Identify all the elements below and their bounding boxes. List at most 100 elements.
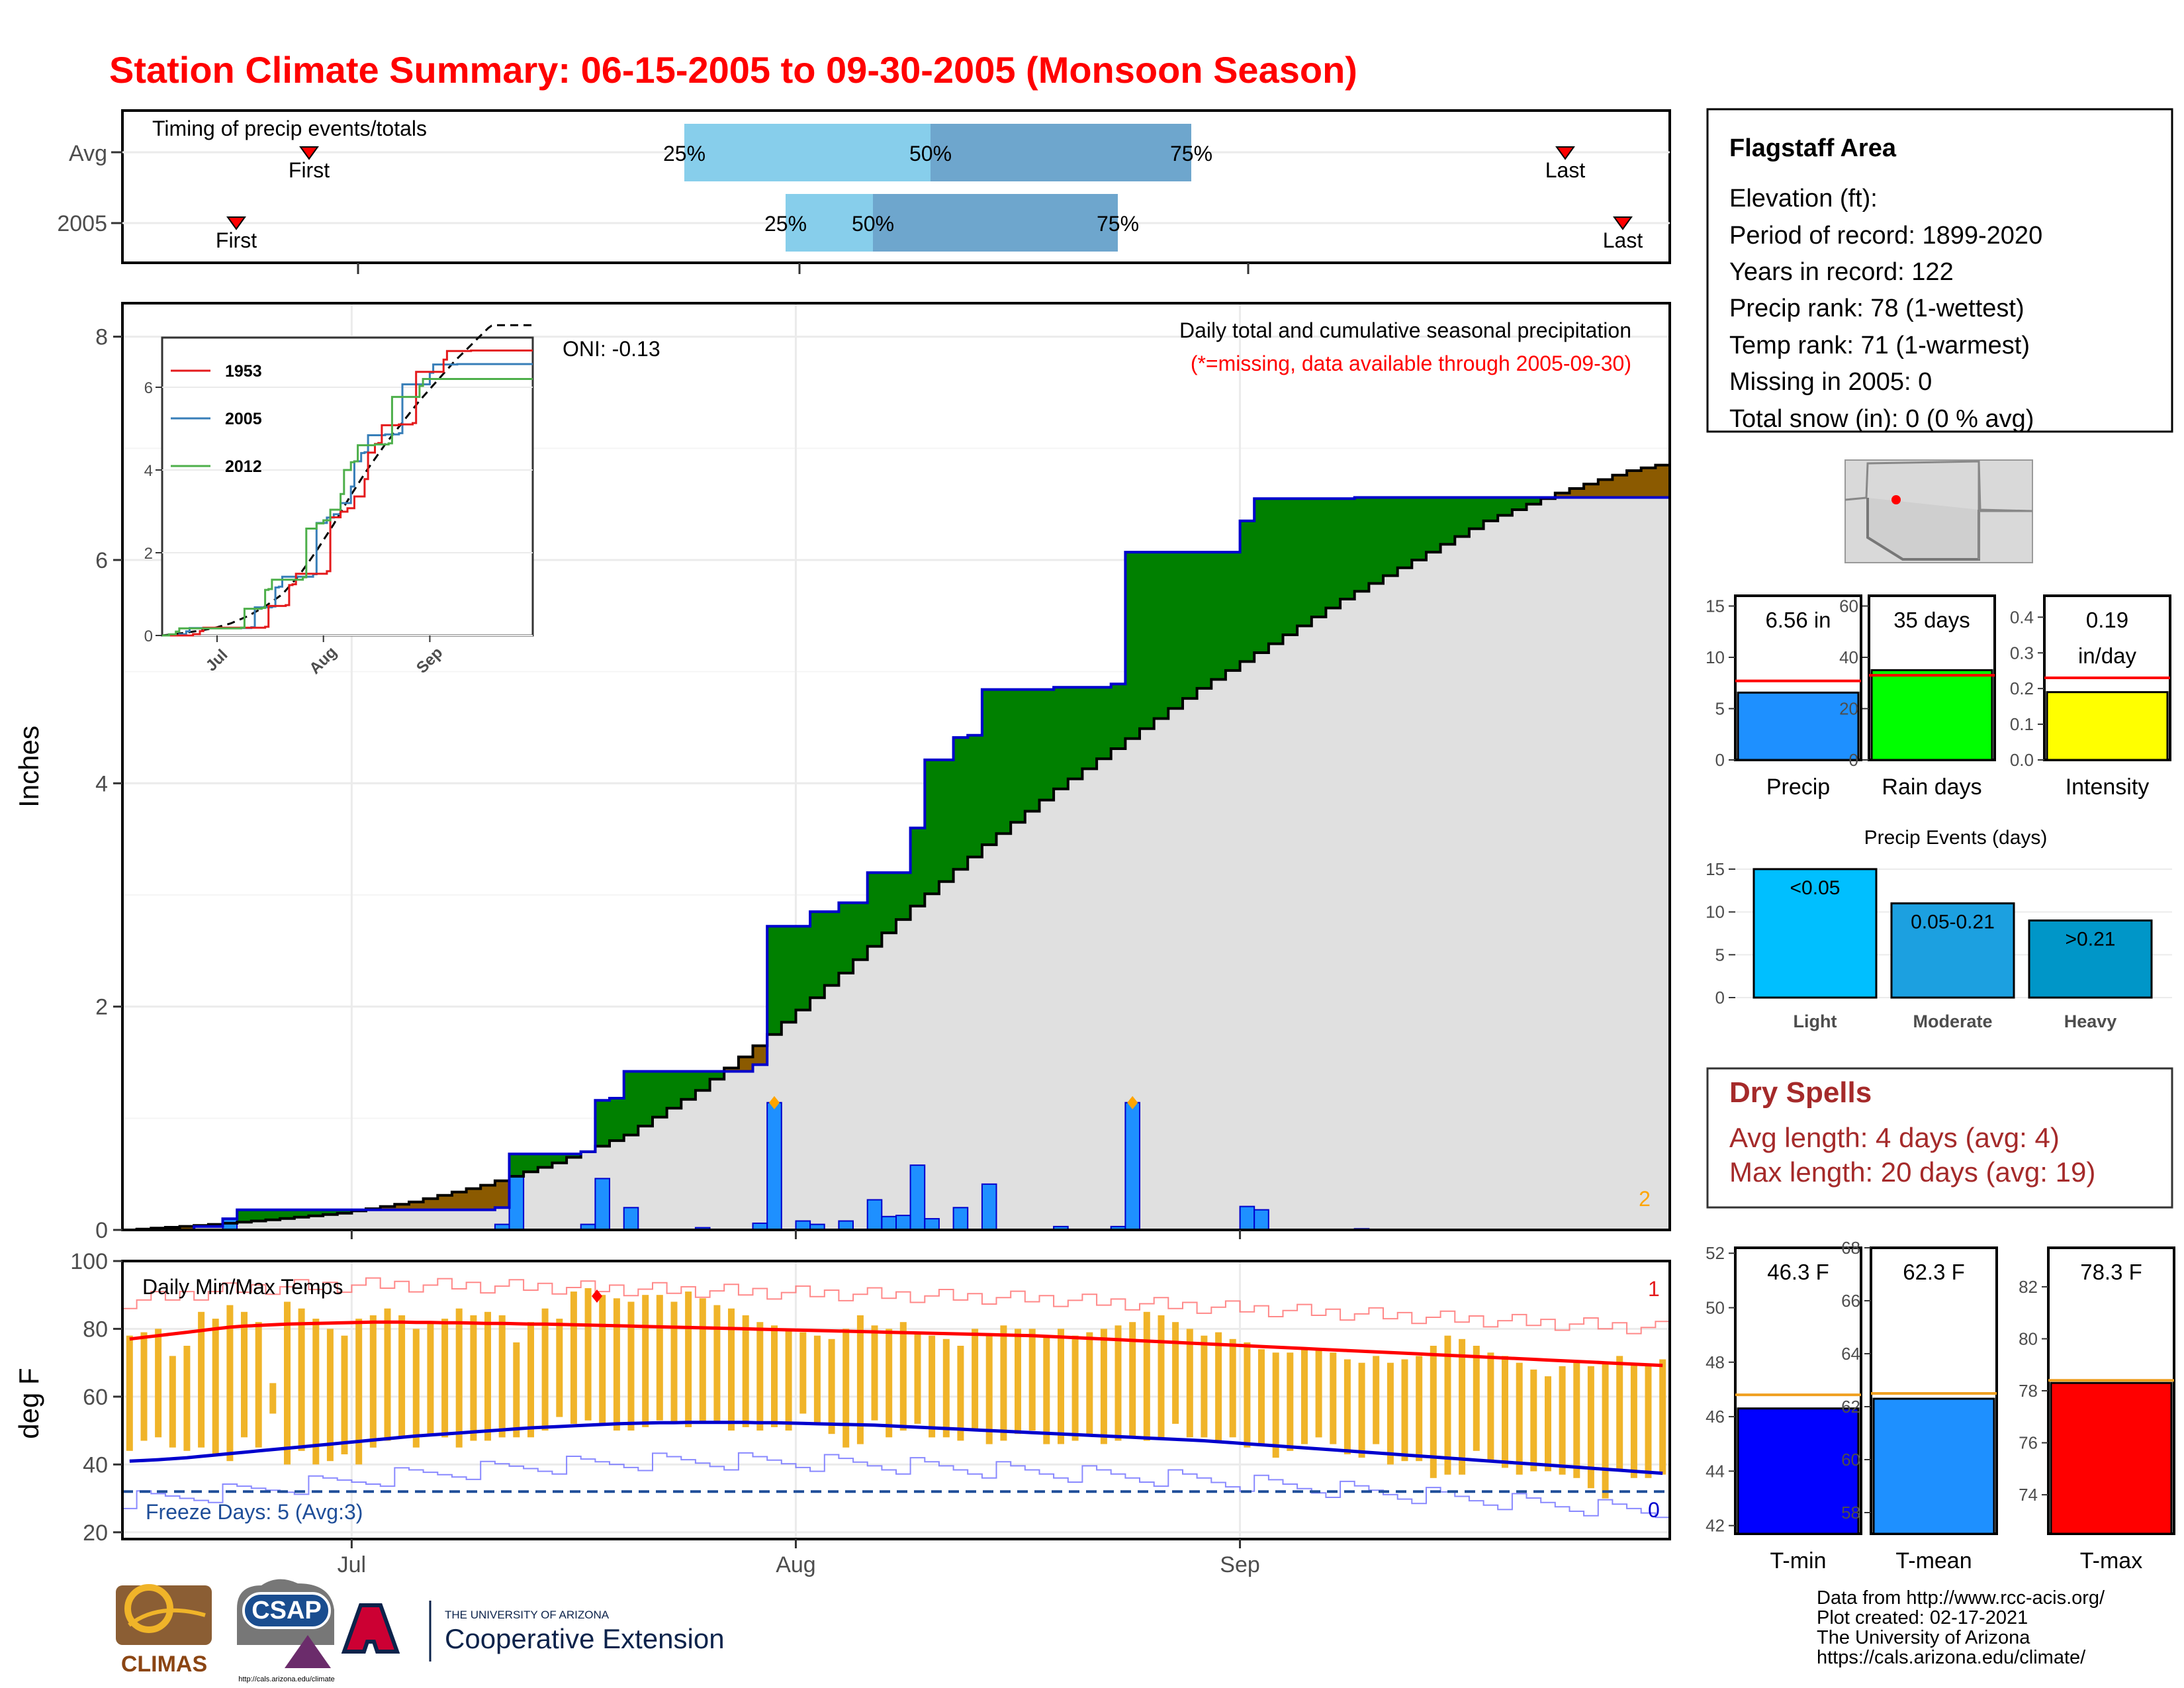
stat-t-min-ytick: 50 xyxy=(1706,1298,1725,1318)
daily-temp-bar xyxy=(1315,1349,1322,1438)
daily-temp-bar xyxy=(828,1338,835,1434)
daily-precip-bar xyxy=(909,1164,926,1231)
daily-temp-bar xyxy=(484,1311,491,1441)
missing-note: (*=missing, data available through 2005-… xyxy=(1191,352,1631,375)
stat-t-mean-value: 62.3 F xyxy=(1903,1260,1965,1284)
timing-avg-q1-box xyxy=(684,124,931,181)
daily-temp-bar xyxy=(856,1315,864,1444)
timing-2005-q2-box xyxy=(873,194,1118,252)
climas-wordmark: CLIMAS xyxy=(121,1652,207,1677)
daily-precip-bar xyxy=(766,1102,782,1231)
daily-precip-bar xyxy=(1124,1102,1141,1231)
daily-temp-bar xyxy=(513,1342,520,1438)
temperature-stats-panel: 42 44 46 48 50 52 46.3 F T-min 58 60 62 64 66 68 62.3 … xyxy=(1706,1238,2175,1573)
inset-ytick-label: 2 xyxy=(144,545,153,563)
daily-temp-bar xyxy=(298,1308,305,1451)
daily-precip-bar xyxy=(623,1207,639,1231)
events-bar-label: >0.21 xyxy=(2066,929,2116,951)
footer-university: The University of Arizona xyxy=(1817,1627,2030,1648)
dry-spells-avg: Avg length: 4 days (avg: 4) xyxy=(1729,1122,2060,1153)
stat-t-min-ytick: 52 xyxy=(1706,1243,1725,1263)
daily-temp-bar xyxy=(685,1291,692,1427)
daily-temp-bar xyxy=(1573,1362,1580,1478)
daily-precip-bar xyxy=(1253,1209,1269,1231)
stat-precip-value: 6.56 in xyxy=(1765,608,1831,632)
daily-temp-bar xyxy=(613,1298,620,1431)
daily-temp-bar xyxy=(455,1308,463,1448)
daily-temp-bar xyxy=(1129,1322,1136,1438)
daily-temp-bar xyxy=(813,1335,821,1424)
stat-rain-days-ytick: 60 xyxy=(1839,596,1858,616)
daily-temp-bar xyxy=(312,1319,320,1465)
daily-temp-bar xyxy=(1387,1362,1394,1465)
stat-t-min-value: 46.3 F xyxy=(1767,1260,1829,1284)
station-period: Period of record: 1899-2020 xyxy=(1729,222,2042,250)
daily-temp-bar xyxy=(1058,1329,1064,1444)
temperature-panel: 20 40 60 80 100 Jul Aug Sep Daily Min/Max Temps… xyxy=(13,1249,1671,1577)
stat-intensity-ytick: 0.2 xyxy=(2010,679,2034,698)
daily-temp-bar xyxy=(1516,1362,1523,1475)
footer-credits: Data from http://www.rcc-acis.org/ Plot … xyxy=(1817,1587,2105,1668)
csap-wordmark: CSAP xyxy=(251,1597,322,1624)
timing-2005-last: Last xyxy=(1603,228,1643,252)
stat-rain-days-ytick: 20 xyxy=(1839,699,1858,719)
precip-events-panel: Precip Events (days) 0 5 10 15 <0.05 Light 0.0… xyxy=(1706,827,2172,1031)
daily-precip-bar xyxy=(881,1215,897,1231)
daily-temp-bar xyxy=(886,1329,893,1438)
daily-temp-bar xyxy=(756,1322,764,1431)
logos: CLIMAS CSAP http://cals.arizona.edu/clim… xyxy=(116,1579,725,1683)
stat-intensity-value-unit: in/day xyxy=(2078,643,2137,668)
stat-intensity-ytick: 0.1 xyxy=(2010,714,2034,734)
precip-panel: 0 2 4 6 8 Inches ONI: -0.13 Daily total and … xyxy=(13,302,1671,1243)
timing-2005-p75: 75% xyxy=(1097,212,1139,236)
daily-temp-bar xyxy=(412,1329,420,1448)
daily-temp-bar xyxy=(1602,1362,1609,1499)
daily-temp-bar xyxy=(398,1315,406,1438)
inset-legend-label: 2012 xyxy=(225,457,262,476)
temps-ytick-label: 20 xyxy=(83,1521,108,1546)
daily-temp-bar xyxy=(126,1335,133,1451)
temps-ylabel: deg F xyxy=(13,1368,44,1438)
stat-rain-days-value: 35 days xyxy=(1893,608,1970,632)
daily-temp-bar xyxy=(1459,1338,1466,1475)
daily-temp-bar xyxy=(899,1322,907,1431)
stat-rain-days-bar xyxy=(1870,669,1993,761)
daily-temp-bar xyxy=(670,1301,678,1424)
ua-big-text: Cooperative Extension xyxy=(445,1623,725,1654)
daily-temp-bar xyxy=(355,1319,363,1465)
climas-logo: CLIMAS xyxy=(116,1584,212,1677)
daily-precip-bar xyxy=(866,1199,883,1231)
daily-temp-bar xyxy=(1043,1335,1050,1444)
stat-precip-ytick: 15 xyxy=(1706,596,1725,616)
timing-avg-p25: 25% xyxy=(663,142,705,165)
temps-max-count: 1 xyxy=(1648,1277,1660,1301)
daily-temp-bar xyxy=(1215,1332,1222,1441)
tmin-avg-line xyxy=(129,1421,1663,1476)
daily-temp-bar xyxy=(985,1335,993,1444)
station-name: Flagstaff Area xyxy=(1729,134,1897,162)
daily-precip-bar xyxy=(895,1215,911,1231)
stat-precip-ytick: 10 xyxy=(1706,647,1725,667)
station-elevation: Elevation (ft): xyxy=(1729,185,1878,212)
daily-temp-bar xyxy=(1559,1366,1566,1475)
daily-temp-bar xyxy=(584,1288,592,1421)
csap-url: http://cals.arizona.edu/climate xyxy=(238,1675,335,1683)
record-min-line xyxy=(122,1452,1670,1519)
events-bar-light xyxy=(1752,868,1878,999)
station-years: Years in record: 122 xyxy=(1729,258,1954,286)
timing-2005-p25: 25% xyxy=(764,212,807,236)
stat-t-mean-ytick: 66 xyxy=(1841,1291,1860,1311)
timing-avg-first: First xyxy=(289,158,330,182)
daily-temp-bar xyxy=(1444,1335,1451,1475)
timing-2005-p50: 50% xyxy=(852,212,894,236)
daily-temp-bar xyxy=(226,1305,234,1462)
stat-t-mean-label: T-mean xyxy=(1895,1548,1972,1573)
daily-temp-bar xyxy=(541,1308,549,1431)
daily-temp-bar xyxy=(957,1346,964,1441)
timing-2005-first: First xyxy=(216,228,257,252)
events-bar-label: 0.05-0.21 xyxy=(1911,912,1995,933)
locator-map xyxy=(1844,459,2033,563)
timing-avg-p75: 75% xyxy=(1170,142,1212,165)
events-category-label: Moderate xyxy=(1913,1011,1992,1031)
stat-intensity-label: Intensity xyxy=(2066,774,2150,800)
